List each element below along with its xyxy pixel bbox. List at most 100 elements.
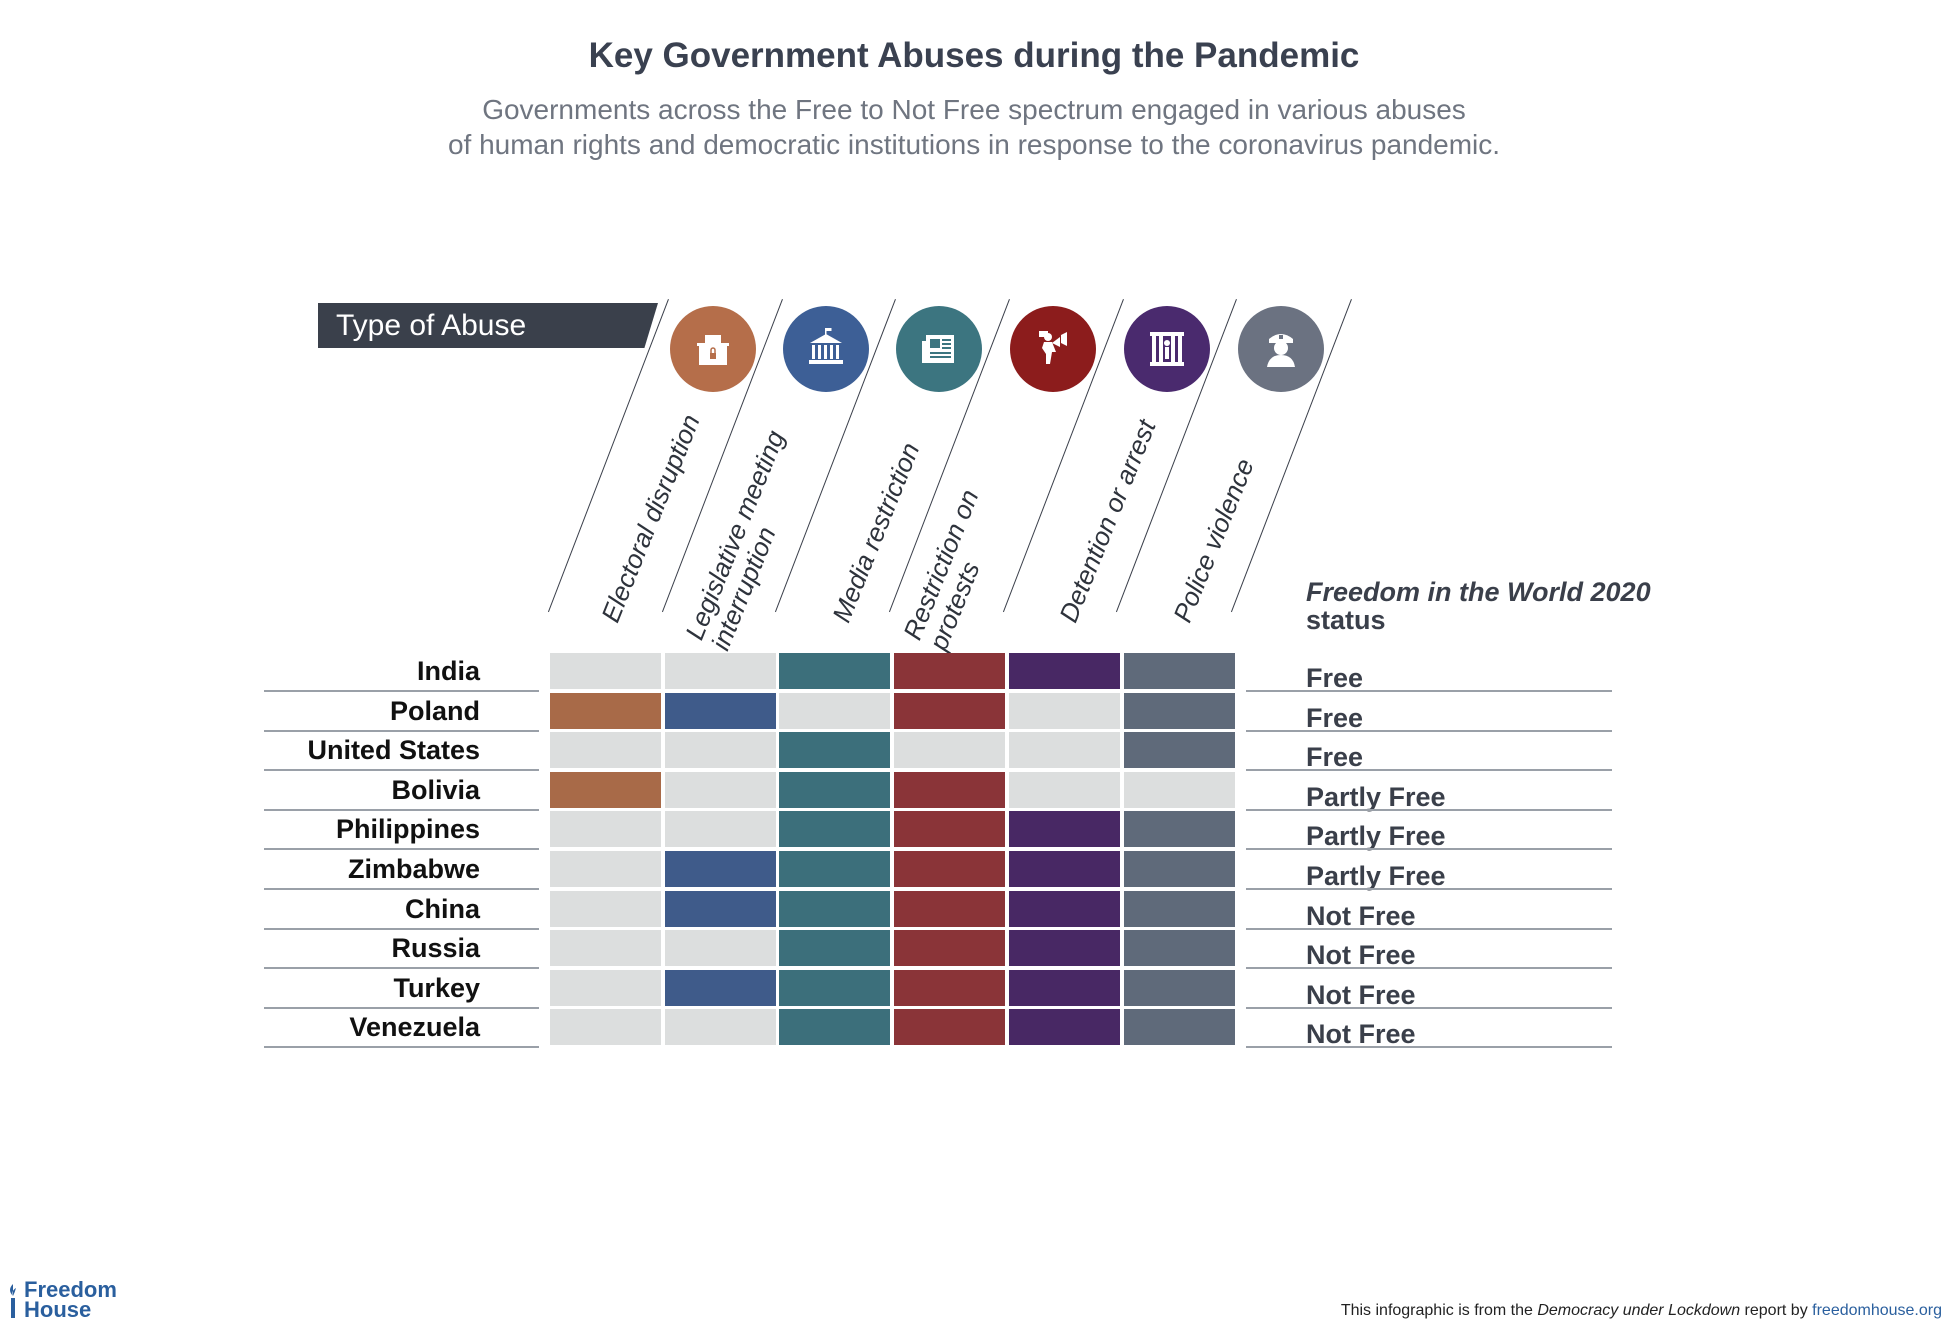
abuse-cell-legislative	[665, 732, 776, 769]
abuse-cell-legislative	[665, 1009, 776, 1046]
row-rule	[264, 888, 539, 890]
torch-icon	[6, 1282, 20, 1323]
jail-bars-icon	[1124, 306, 1210, 392]
abuse-cell-police	[1124, 969, 1235, 1006]
status-rule	[1246, 927, 1612, 930]
abuse-cell-police	[1124, 930, 1235, 967]
country-label: Turkey	[393, 972, 480, 1003]
abuse-cell-detention	[1009, 811, 1120, 848]
chart-title: Key Government Abuses during the Pandemi…	[588, 36, 1360, 75]
column-header-police: Police violence	[1167, 454, 1260, 627]
status-header-line-2: status	[1306, 605, 1386, 635]
parliament-building-icon	[783, 306, 869, 392]
abuse-cell-electoral	[550, 969, 661, 1006]
status-rule	[1246, 848, 1612, 851]
country-label: Zimbabwe	[347, 854, 480, 884]
abuse-cell-police	[1124, 732, 1235, 769]
subtitle-line-1: Governments across the Free to Not Free …	[482, 94, 1466, 125]
ballot-box-icon	[670, 306, 756, 392]
abuse-cell-detention	[1009, 1009, 1120, 1046]
abuse-cell-media	[779, 692, 890, 729]
abuse-cell-legislative	[665, 890, 776, 927]
abuse-cell-detention	[1009, 653, 1120, 689]
abuse-cell-media	[779, 732, 890, 769]
freedom-house-logo: Freedom House	[6, 1279, 117, 1323]
abuse-cell-media	[779, 653, 890, 689]
abuse-cell-police	[1124, 692, 1235, 729]
abuse-cell-electoral	[550, 930, 661, 967]
row-rule	[264, 967, 539, 970]
abuse-cell-protests	[894, 930, 1005, 967]
row-rule	[264, 1006, 539, 1009]
abuse-cell-police	[1124, 653, 1235, 689]
footer-credit: This infographic is from the Democracy u…	[1340, 1302, 1942, 1319]
abuse-cell-detention	[1009, 930, 1120, 967]
freedom-status: Not Free	[1306, 940, 1416, 971]
country-label: Russia	[391, 933, 480, 964]
abuse-cell-media	[779, 771, 890, 808]
freedom-status: Partly Free	[1306, 861, 1446, 891]
status-rule	[1246, 690, 1612, 692]
abuse-cell-legislative	[665, 653, 776, 689]
abuse-cell-protests	[894, 1009, 1005, 1046]
subtitle-line-2: of human rights and democratic instituti…	[447, 129, 1501, 160]
abuse-cell-legislative	[665, 851, 776, 887]
status-rule	[1246, 729, 1612, 732]
row-rule	[264, 927, 539, 930]
freedom-status: Free	[1306, 742, 1364, 773]
abuse-cell-electoral	[550, 811, 661, 848]
abuse-cell-media	[779, 890, 890, 927]
abuse-cell-media	[779, 851, 890, 887]
status-header-line-1: Freedom in the World 2020	[1306, 577, 1651, 607]
abuse-cell-electoral	[550, 1009, 661, 1046]
country-label: India	[416, 656, 480, 686]
status-rule	[1246, 1046, 1612, 1049]
freedom-status: Partly Free	[1306, 821, 1446, 852]
abuse-cell-legislative	[665, 969, 776, 1006]
abuse-cell-detention	[1009, 771, 1120, 808]
country-label: United States	[307, 735, 480, 766]
row-rule	[264, 729, 539, 732]
column-header-detention: Detention or arrest	[1053, 415, 1162, 627]
abuse-cell-police	[1124, 1009, 1235, 1046]
abuse-cell-protests	[894, 653, 1005, 689]
status-column-header: Freedom in the World 2020 status	[1306, 578, 1651, 634]
status-rule	[1246, 1006, 1612, 1009]
row-rule	[264, 690, 539, 692]
column-header-protests: Restriction on protests	[897, 485, 986, 655]
police-officer-icon	[1238, 306, 1324, 392]
column-header-legislative: Legislative meeting interruption	[679, 426, 791, 655]
abuse-cell-media	[779, 930, 890, 967]
abuse-cell-detention	[1009, 969, 1120, 1006]
abuse-cell-police	[1124, 890, 1235, 927]
abuse-cell-protests	[894, 890, 1005, 927]
abuse-cell-detention	[1009, 890, 1120, 927]
abuse-cell-protests	[894, 732, 1005, 769]
newspaper-icon	[896, 306, 982, 392]
status-rule	[1246, 888, 1612, 890]
country-label: Poland	[389, 695, 480, 726]
abuse-cell-electoral	[550, 653, 661, 689]
row-rule	[264, 1046, 539, 1049]
chart-subtitle: Governments across the Free to Not Free …	[0, 92, 1948, 162]
status-rule	[1246, 769, 1612, 772]
type-of-abuse-label: Type of Abuse	[318, 303, 658, 348]
abuse-cell-detention	[1009, 851, 1120, 887]
status-rule	[1246, 967, 1612, 970]
freedom-status: Not Free	[1306, 979, 1416, 1010]
abuse-cell-legislative	[665, 692, 776, 729]
abuse-cell-media	[779, 1009, 890, 1046]
abuse-cell-media	[779, 969, 890, 1006]
abuse-cell-electoral	[550, 732, 661, 769]
abuse-cell-police	[1124, 811, 1235, 848]
abuse-cell-protests	[894, 771, 1005, 808]
status-rule	[1246, 808, 1612, 811]
country-label: Bolivia	[391, 774, 480, 805]
freedomhouse-link[interactable]: freedomhouse.org	[1812, 1302, 1942, 1319]
row-rule	[264, 808, 539, 811]
abuse-cell-electoral	[550, 692, 661, 729]
abuse-cell-electoral	[550, 890, 661, 927]
abuse-cell-electoral	[550, 771, 661, 808]
abuse-cell-legislative	[665, 771, 776, 808]
country-label: Venezuela	[349, 1012, 480, 1043]
